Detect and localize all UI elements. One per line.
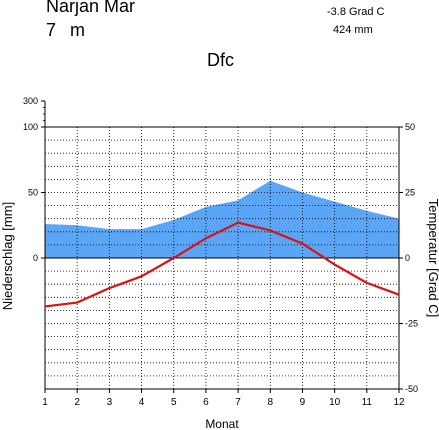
y-right-tick-label: 50 [405, 122, 415, 132]
x-tick-label: 12 [393, 397, 405, 408]
x-tick-label: 8 [267, 397, 273, 408]
x-tick-label: 2 [74, 397, 80, 408]
y-axis-right-label: Temperatur [Grad C] [426, 199, 439, 318]
y-left-tick-label: 0 [33, 253, 38, 263]
x-tick-label: 11 [362, 397, 373, 408]
axis-title-layer: Monat Niederschlag [mm] Temperatur [Grad… [0, 199, 439, 430]
y-right-tick-label: 25 [405, 188, 415, 198]
y-left-tick-label: 300 [23, 96, 38, 106]
elevation-unit: m [70, 20, 85, 40]
temperature-line [44, 221, 400, 308]
x-tick-label: 5 [171, 397, 177, 408]
y-right-tick-label: -50 [405, 384, 418, 394]
grid-layer [45, 127, 399, 389]
x-axis-label: Monat [205, 417, 239, 430]
tick-layer [41, 100, 403, 393]
temperature-line-layer [44, 221, 400, 308]
x-tick-label: 1 [42, 397, 48, 408]
y-axis-left-label: Niederschlag [mm] [0, 202, 15, 310]
y-right-tick-label: -25 [405, 319, 418, 329]
x-tick-label: 4 [139, 397, 145, 408]
x-tick-label: 10 [329, 397, 341, 408]
station-name: Narjan Mar [46, 0, 136, 16]
climate-classification: Dfc [207, 50, 234, 70]
x-tick-label: 6 [203, 397, 209, 408]
annual-mean-temperature: -3.8 Grad C [327, 6, 385, 18]
x-tick-label: 3 [107, 397, 113, 408]
y-left-tick-label: 100 [23, 122, 38, 132]
y-left-tick-label: 50 [28, 188, 38, 198]
x-tick-label: 7 [235, 397, 241, 408]
annual-precipitation: 424 mm [333, 24, 373, 36]
precipitation-area [45, 180, 399, 258]
elevation-value: 7 [46, 20, 57, 40]
x-tick-label: 9 [300, 397, 306, 408]
y-right-tick-label: 0 [405, 253, 410, 263]
